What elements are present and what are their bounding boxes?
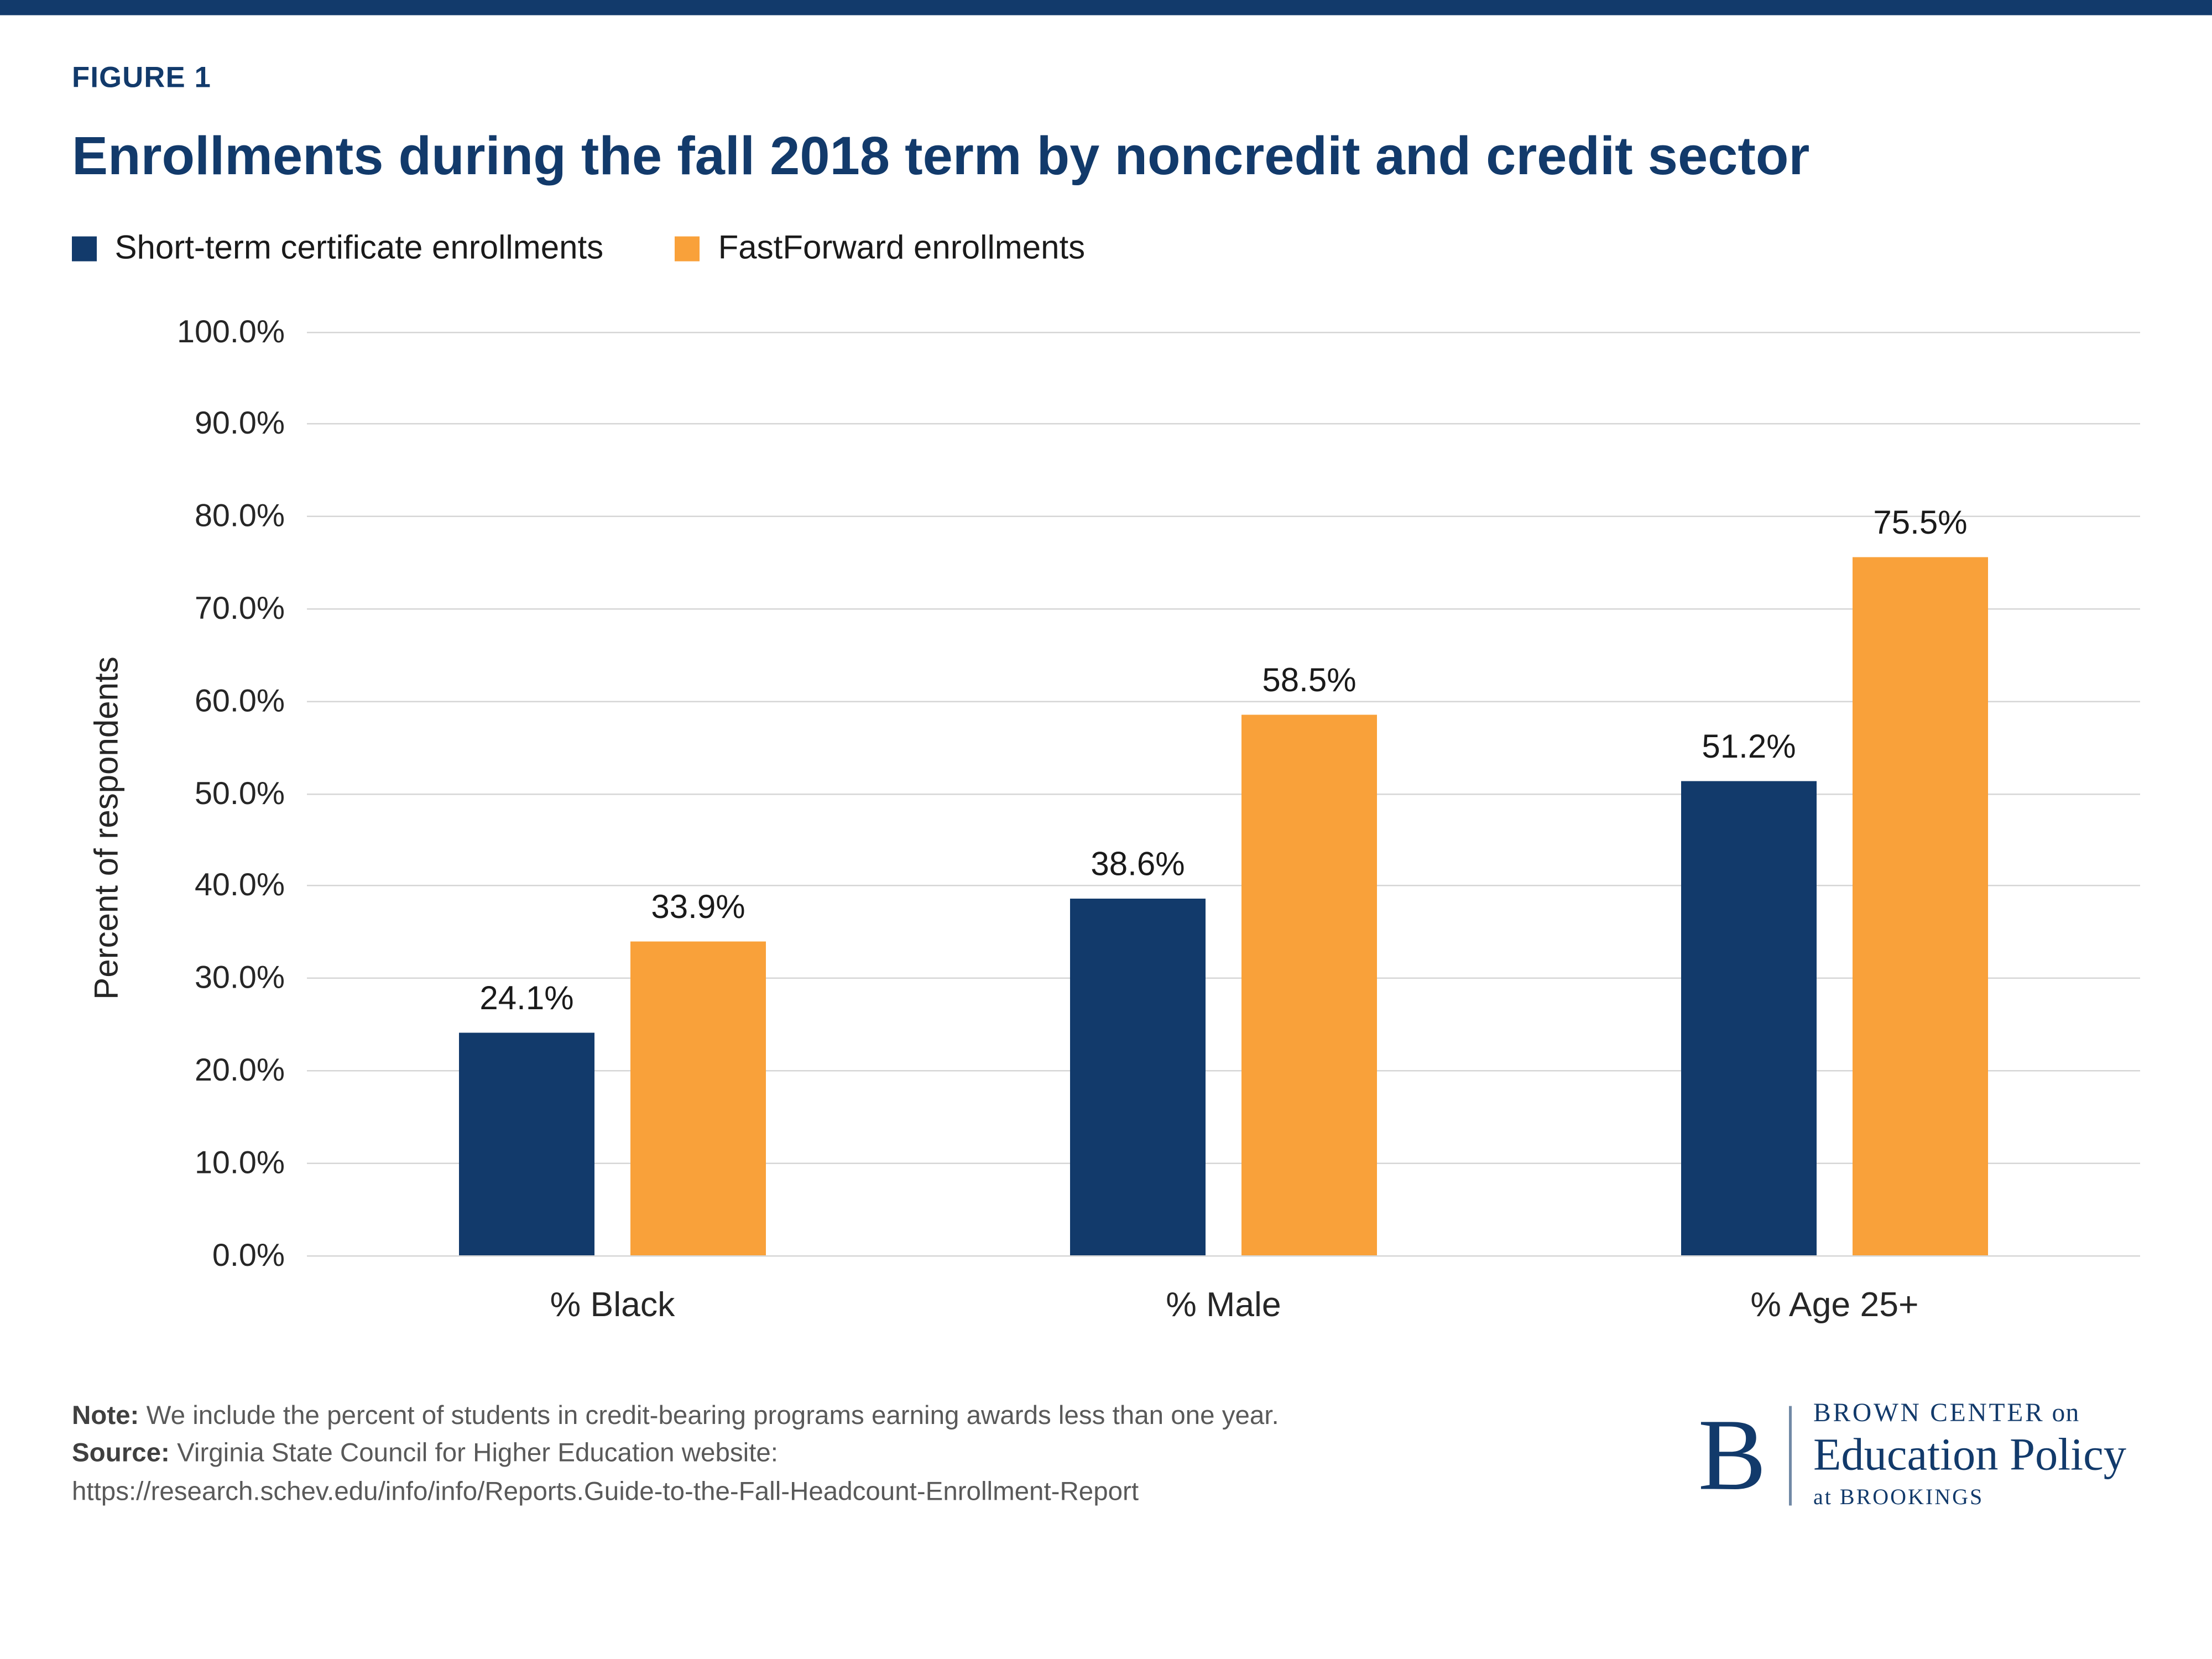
bar-holder: 58.5% — [1241, 331, 1377, 1255]
brookings-logo-line2: Education Policy — [1813, 1431, 2126, 1481]
page-title: Enrollments during the fall 2018 term by… — [72, 127, 1810, 187]
bar-groups: 24.1% 33.9% 38.6% 58.5% 51.2% 75.5% — [307, 331, 2140, 1255]
brookings-logo-line1-on: on — [2044, 1399, 2080, 1428]
gridline — [307, 792, 2140, 795]
gridline — [307, 331, 2140, 333]
y-tick-label: 20.0% — [194, 1051, 285, 1087]
y-axis-title-column: Percent of respondents — [72, 331, 144, 1326]
source-label: Source: — [72, 1439, 170, 1469]
y-tick-label: 0.0% — [212, 1236, 285, 1272]
brookings-logo-letter: B — [1698, 1399, 1767, 1512]
bar — [1241, 714, 1377, 1255]
bar-holder: 24.1% — [459, 331, 594, 1255]
chart-plot-area: 24.1% 33.9% 38.6% 58.5% 51.2% 75.5% — [307, 331, 2140, 1256]
gridline — [307, 1162, 2140, 1164]
y-tick-label: 10.0% — [194, 1143, 285, 1180]
note-text: We include the percent of students in cr… — [139, 1401, 1279, 1431]
notes-block: Note: We include the percent of students… — [72, 1397, 1279, 1511]
gridline — [307, 700, 2140, 702]
bar-value-label: 51.2% — [1702, 729, 1796, 767]
bar-chart: Percent of respondents 100.0% 90.0% 80.0% 7… — [72, 312, 2140, 1326]
content: FIGURE 1 Enrollments during the fall 201… — [0, 15, 2212, 1511]
source-url: https://research.schev.edu/info/info/Rep… — [72, 1477, 1139, 1506]
legend-item-short-term: Short-term certificate enrollments — [72, 229, 603, 268]
x-axis-label: % Male — [1166, 1285, 1281, 1324]
gridline — [307, 1254, 2140, 1256]
gridline — [307, 608, 2140, 610]
bar-value-label: 75.5% — [1873, 504, 1968, 542]
bar-group: 51.2% 75.5% — [1529, 331, 2140, 1255]
source-text: Virginia State Council for Higher Educat… — [169, 1439, 779, 1469]
y-tick-label: 80.0% — [194, 497, 285, 533]
y-tick-labels: 100.0% 90.0% 80.0% 70.0% 60.0% 50.0% 40.0% 30.0… — [144, 312, 307, 1272]
bar — [1070, 898, 1206, 1255]
chart-legend: Short-term certificate enrollments FastF… — [72, 229, 2140, 268]
y-axis-title: Percent of respondents — [88, 656, 126, 1000]
gridline — [307, 885, 2140, 887]
y-tick-label: 70.0% — [194, 589, 285, 625]
gridline — [307, 1070, 2140, 1072]
bar-holder: 33.9% — [630, 331, 766, 1255]
bar-group: 38.6% 58.5% — [918, 331, 1529, 1255]
bar-holder: 51.2% — [1681, 331, 1817, 1255]
bar-value-label: 24.1% — [479, 979, 574, 1017]
brookings-logo-line3: at BROOKINGS — [1813, 1486, 1984, 1510]
brookings-logo-text: BROWN CENTER on Education Policy at BROO… — [1813, 1399, 2126, 1511]
y-tick-label: 90.0% — [194, 404, 285, 441]
x-axis-label: % Black — [550, 1285, 675, 1324]
top-accent-bar — [0, 0, 2212, 15]
gridline — [307, 423, 2140, 425]
y-tick-label: 100.0% — [176, 312, 285, 348]
y-tick-label: 40.0% — [194, 866, 285, 902]
brookings-logo-divider — [1788, 1405, 1792, 1505]
legend-swatch-short-term — [72, 236, 97, 261]
bar-holder: 38.6% — [1070, 331, 1206, 1255]
y-tick-label: 60.0% — [194, 681, 285, 718]
bar-value-label: 38.6% — [1091, 846, 1185, 883]
x-axis-label: % Age 25+ — [1750, 1285, 1919, 1324]
footer: Note: We include the percent of students… — [72, 1397, 2140, 1511]
bar — [1853, 557, 1988, 1255]
y-tick-label: 30.0% — [194, 958, 285, 995]
brookings-logo-line1-caps: BROWN CENTER — [1813, 1399, 2045, 1428]
legend-label: FastForward enrollments — [718, 228, 1086, 267]
bar — [1681, 781, 1817, 1255]
legend-label: Short-term certificate enrollments — [114, 228, 604, 267]
brookings-logo: B BROWN CENTER on Education Policy at BR… — [1698, 1399, 2140, 1511]
figure-label: FIGURE 1 — [72, 62, 212, 95]
legend-swatch-fastforward — [675, 236, 701, 261]
legend-item-fastforward: FastForward enrollments — [675, 229, 1085, 268]
y-tick-label: 50.0% — [194, 774, 285, 810]
bar-holder: 75.5% — [1853, 331, 1988, 1255]
bar-value-label: 58.5% — [1262, 661, 1357, 700]
gridline — [307, 515, 2140, 518]
plot-row: 100.0% 90.0% 80.0% 70.0% 60.0% 50.0% 40.0% 30.0… — [144, 312, 2140, 1272]
brookings-logo-line1: BROWN CENTER on — [1813, 1399, 2126, 1430]
gridline — [307, 977, 2140, 979]
bar-group: 24.1% 33.9% — [307, 331, 918, 1255]
chart-main: 100.0% 90.0% 80.0% 70.0% 60.0% 50.0% 40.0% 30.0… — [144, 312, 2140, 1326]
bar-value-label: 33.9% — [651, 889, 745, 927]
x-axis-labels: % Black % Male % Age 25+ — [307, 1285, 2140, 1326]
note-label: Note: — [72, 1401, 139, 1431]
bar — [459, 1032, 594, 1255]
note-line: Note: We include the percent of students… — [72, 1397, 1279, 1435]
source-line: Source: Virginia State Council for Highe… — [72, 1435, 1279, 1473]
bar — [630, 941, 766, 1255]
